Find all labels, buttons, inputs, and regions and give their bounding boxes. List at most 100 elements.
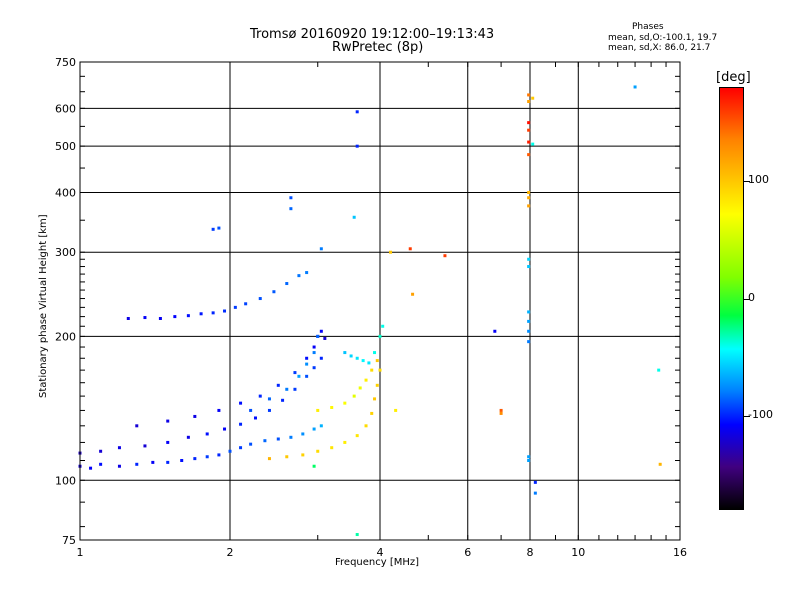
x-axis-label: Frequency [MHz]: [335, 557, 420, 568]
echo-point: [375, 383, 379, 387]
echo-point: [293, 387, 297, 391]
x-tick-label: 10: [571, 546, 585, 559]
echo-point: [343, 351, 347, 355]
echo-point: [276, 437, 280, 441]
echo-point: [381, 324, 385, 328]
echo-point: [375, 359, 379, 363]
echo-point: [186, 314, 190, 318]
echo-point: [312, 351, 316, 355]
echo-point: [285, 455, 289, 459]
echo-point: [117, 446, 121, 450]
echo-point: [258, 297, 262, 301]
echo-point: [352, 394, 356, 398]
echo-points: [78, 85, 662, 537]
echo-point: [493, 329, 497, 333]
echo-point: [443, 254, 447, 258]
echo-point: [527, 153, 531, 157]
echo-point: [343, 401, 347, 405]
echo-point: [117, 464, 121, 468]
echo-point: [289, 196, 293, 200]
echo-point: [239, 422, 243, 426]
echo-point: [527, 100, 531, 104]
echo-point: [211, 227, 215, 231]
echo-point: [305, 362, 309, 366]
echo-point: [267, 457, 271, 461]
phase-colorbar: [719, 87, 744, 510]
echo-point: [267, 397, 271, 401]
echo-point: [297, 374, 301, 378]
echo-point: [527, 265, 531, 269]
echo-point: [305, 374, 309, 378]
echo-point: [233, 305, 237, 309]
y-tick-label: 300: [55, 246, 76, 259]
colorbar-tick-mark: [744, 298, 750, 300]
echo-point: [135, 424, 139, 428]
echo-point: [531, 96, 535, 100]
echo-point: [316, 408, 320, 412]
echo-point: [267, 408, 271, 412]
echo-point: [527, 329, 531, 333]
echo-point: [289, 207, 293, 211]
y-tick-label: 400: [55, 186, 76, 199]
echo-point: [531, 142, 535, 146]
echo-point: [99, 462, 103, 466]
x-tick-label: 1: [77, 546, 84, 559]
echo-point: [301, 432, 305, 436]
y-tick-label: 75: [62, 534, 76, 547]
grid-lines: [80, 62, 680, 540]
echo-point: [527, 204, 531, 208]
echo-point: [293, 371, 297, 375]
echo-point: [276, 383, 280, 387]
echo-point: [166, 440, 170, 444]
x-tick-label: 6: [464, 546, 471, 559]
chart-title: Tromsø 20160920 19:12:00–19:13:43: [250, 27, 495, 42]
echo-point: [217, 408, 221, 412]
echo-point: [223, 427, 227, 431]
echo-point: [301, 453, 305, 457]
echo-point: [533, 491, 537, 495]
echo-point: [249, 442, 253, 446]
echo-point: [527, 196, 531, 200]
phases-x-mode-stats: mean, sd,X: 86.0, 21.7: [608, 43, 711, 53]
echo-point: [143, 444, 147, 448]
echo-point: [312, 464, 316, 468]
echo-point: [319, 424, 323, 428]
echo-point: [355, 356, 359, 360]
y-tick-label: 200: [55, 330, 76, 343]
echo-point: [355, 144, 359, 148]
echo-point: [499, 408, 503, 412]
echo-point: [199, 312, 203, 316]
echo-point: [408, 247, 412, 251]
echo-point: [527, 455, 531, 459]
echo-point: [272, 290, 276, 294]
echo-point: [533, 480, 537, 484]
chart-subtitle: RwPretec (8p): [332, 40, 424, 55]
echo-point: [186, 435, 190, 439]
y-tick-label: 500: [55, 140, 76, 153]
y-tick-label: 600: [55, 102, 76, 115]
echo-point: [343, 440, 347, 444]
colorbar-tick-mark: [744, 181, 750, 182]
echo-point: [316, 334, 320, 338]
echo-point: [281, 398, 285, 402]
x-tick-label: 8: [527, 546, 534, 559]
echo-point: [527, 257, 531, 261]
echo-point: [312, 345, 316, 349]
echo-point: [361, 359, 365, 363]
echo-point: [355, 434, 359, 438]
colorbar-unit: [deg]: [716, 70, 751, 85]
echo-point: [527, 310, 531, 314]
echo-point: [373, 397, 377, 401]
echo-point: [349, 354, 353, 358]
echo-point: [126, 316, 130, 320]
echo-point: [527, 458, 531, 462]
echo-point: [316, 449, 320, 453]
echo-point: [389, 250, 393, 254]
echo-point: [319, 247, 323, 251]
echo-point: [158, 316, 162, 320]
echo-point: [364, 378, 368, 382]
echo-point: [330, 405, 334, 409]
echo-point: [358, 386, 362, 390]
echo-point: [355, 533, 359, 537]
